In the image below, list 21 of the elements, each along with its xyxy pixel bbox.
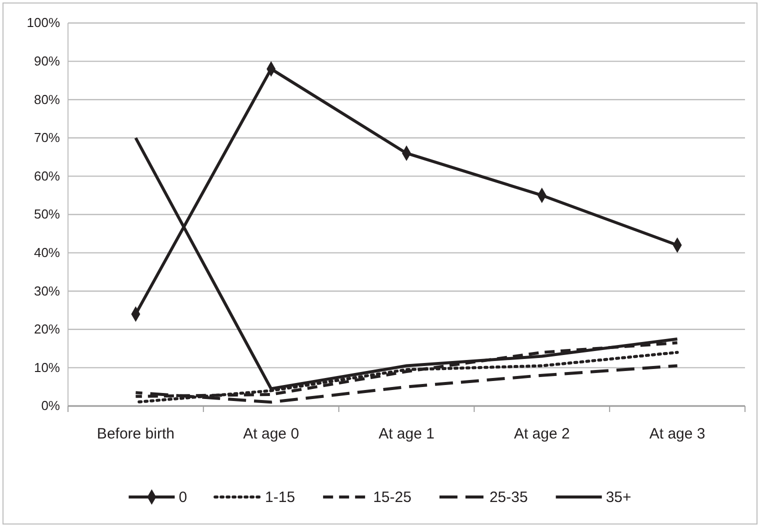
y-tick-label: 60% — [34, 168, 60, 184]
x-tick-label: At age 2 — [514, 426, 570, 443]
y-tick-label: 40% — [34, 244, 60, 260]
x-tick-label: At age 1 — [378, 426, 434, 443]
y-tick-label: 70% — [34, 130, 60, 146]
y-tick-label: 50% — [34, 206, 60, 222]
y-tick-label: 10% — [34, 360, 60, 375]
y-tick-label: 30% — [34, 283, 60, 298]
legend-label: 15-25 — [373, 489, 412, 506]
legend-label: 35+ — [606, 489, 632, 506]
x-tick-label: At age 0 — [243, 426, 300, 443]
legend-label: 0 — [178, 489, 188, 506]
legend-label: 25-35 — [489, 489, 528, 506]
x-tick-label: Before birth — [96, 426, 174, 443]
y-tick-label: 90% — [34, 53, 60, 68]
y-tick-label: 80% — [34, 92, 60, 107]
y-tick-label: 100% — [26, 15, 60, 30]
y-tick-label: 20% — [34, 322, 60, 337]
x-tick-label: At age 3 — [649, 426, 706, 443]
y-tick-label: 0% — [41, 398, 60, 414]
legend-label: 1-15 — [265, 489, 296, 506]
